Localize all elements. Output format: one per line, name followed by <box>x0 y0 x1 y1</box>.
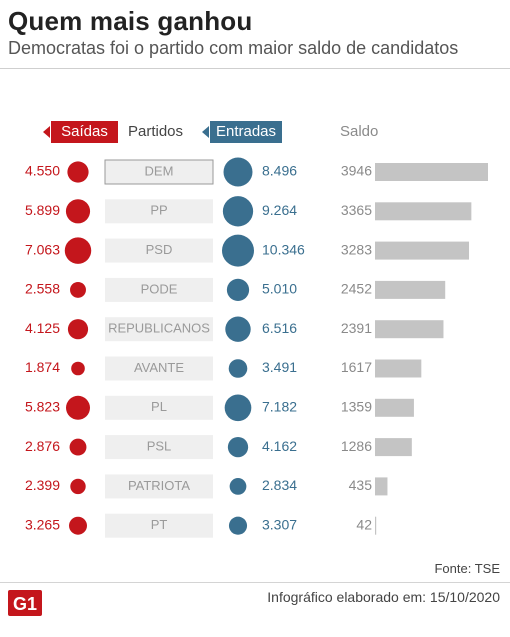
out-circle <box>70 281 86 298</box>
in-circle <box>229 478 247 495</box>
out-value-label: 2.399 <box>25 477 60 493</box>
out-circle <box>66 395 90 420</box>
out-value-label: 2.876 <box>25 438 60 454</box>
in-circle <box>225 316 251 342</box>
out-value-label: 3.265 <box>25 516 60 532</box>
party-box <box>105 238 213 263</box>
out-value-label: 4.550 <box>25 163 60 179</box>
in-value-label: 9.264 <box>262 202 297 218</box>
saldo-bar <box>375 202 472 221</box>
in-circle <box>227 436 249 458</box>
out-value-label: 2.558 <box>25 281 60 297</box>
out-value-label: 5.899 <box>25 202 60 218</box>
footer-divider <box>0 582 510 583</box>
in-value-label: 3.307 <box>262 516 297 532</box>
legend-out: Saídas <box>43 121 118 143</box>
saldo-value-label: 2391 <box>341 320 372 336</box>
party-box <box>104 159 214 185</box>
party-label: PP <box>150 203 167 218</box>
saldo-bar <box>375 359 422 378</box>
party-label: PATRIOTA <box>128 478 190 493</box>
in-circle <box>228 359 248 378</box>
saldo-value-label: 435 <box>349 477 373 493</box>
saldo-value-label: 42 <box>356 516 372 532</box>
party-box <box>105 474 213 499</box>
in-circle <box>226 278 250 302</box>
header-divider <box>0 68 510 69</box>
out-circle <box>69 516 87 535</box>
legend-in-label: Entradas <box>210 121 282 143</box>
in-circle <box>224 394 252 422</box>
in-value-label: 7.182 <box>262 399 297 415</box>
saldo-value-label: 1359 <box>341 399 372 415</box>
saldo-value-label: 3946 <box>341 163 372 179</box>
saldo-value-label: 1286 <box>341 438 372 454</box>
legend-in: Entradas <box>202 121 282 143</box>
party-box <box>105 356 213 381</box>
in-circle <box>222 234 254 267</box>
party-label: PSD <box>146 242 173 257</box>
saldo-bar <box>375 241 470 260</box>
in-value-label: 5.010 <box>262 281 297 297</box>
in-value-label: 8.496 <box>262 163 297 179</box>
party-label: REPUBLICANOS <box>108 321 210 336</box>
in-value-label: 4.162 <box>262 438 297 454</box>
out-circle <box>67 161 89 183</box>
in-circle <box>222 196 254 227</box>
in-value-label: 10.346 <box>262 241 305 257</box>
out-circle <box>64 237 92 264</box>
party-box <box>105 277 213 302</box>
out-circle <box>69 438 87 456</box>
saldo-value-label: 2452 <box>341 281 372 297</box>
legend-saldo-label: Saldo <box>340 123 379 140</box>
out-circle <box>65 199 91 224</box>
saldo-bar <box>375 477 388 496</box>
chart-subtitle: Democratas foi o partido com maior saldo… <box>8 38 459 58</box>
saldo-bar <box>375 438 412 457</box>
out-circle <box>67 319 89 340</box>
saldo-bar <box>375 516 377 535</box>
party-box <box>105 435 213 460</box>
in-circle <box>228 516 248 535</box>
left-arrow-icon <box>43 126 50 138</box>
out-value-label: 7.063 <box>25 241 60 257</box>
party-label: PL <box>151 399 167 414</box>
saldo-bar <box>375 280 446 299</box>
saldo-bar <box>375 398 414 417</box>
left-arrow-icon <box>202 126 209 138</box>
party-box <box>105 395 213 420</box>
out-value-label: 4.125 <box>25 320 60 336</box>
party-box <box>105 317 213 342</box>
out-circle <box>70 478 86 495</box>
party-label: DEM <box>145 163 174 178</box>
saldo-bar <box>375 320 444 339</box>
party-chart: 4.550 DEM 8.496 3946 5.899 PP 9.264 3365 7.063 PS… <box>25 157 488 538</box>
out-circle <box>71 361 85 376</box>
in-value-label: 6.516 <box>262 320 297 336</box>
saldo-bar <box>375 163 488 181</box>
saldo-value-label: 3365 <box>341 202 372 218</box>
party-label: PSL <box>147 439 172 454</box>
saldo-value-label: 1617 <box>341 359 372 375</box>
legend-out-label: Saídas <box>51 121 118 143</box>
party-box <box>105 513 213 538</box>
in-value-label: 3.491 <box>262 359 297 375</box>
party-box <box>105 199 213 224</box>
source-note: Fonte: TSE <box>434 561 500 576</box>
party-label: PT <box>151 517 168 532</box>
credit-note: Infográfico elaborado em: 15/10/2020 <box>267 589 500 605</box>
saldo-value-label: 3283 <box>341 241 372 257</box>
party-label: PODE <box>141 281 178 296</box>
legend-party-label: Partidos <box>128 123 184 140</box>
out-value-label: 5.823 <box>25 399 60 415</box>
in-value-label: 2.834 <box>262 477 297 493</box>
out-value-label: 1.874 <box>25 359 60 375</box>
in-circle <box>223 157 253 187</box>
chart-title: Quem mais ganhou <box>8 6 253 36</box>
party-label: AVANTE <box>134 360 184 375</box>
g1-logo: G1 <box>8 590 42 616</box>
svg-text:G1: G1 <box>13 594 37 614</box>
